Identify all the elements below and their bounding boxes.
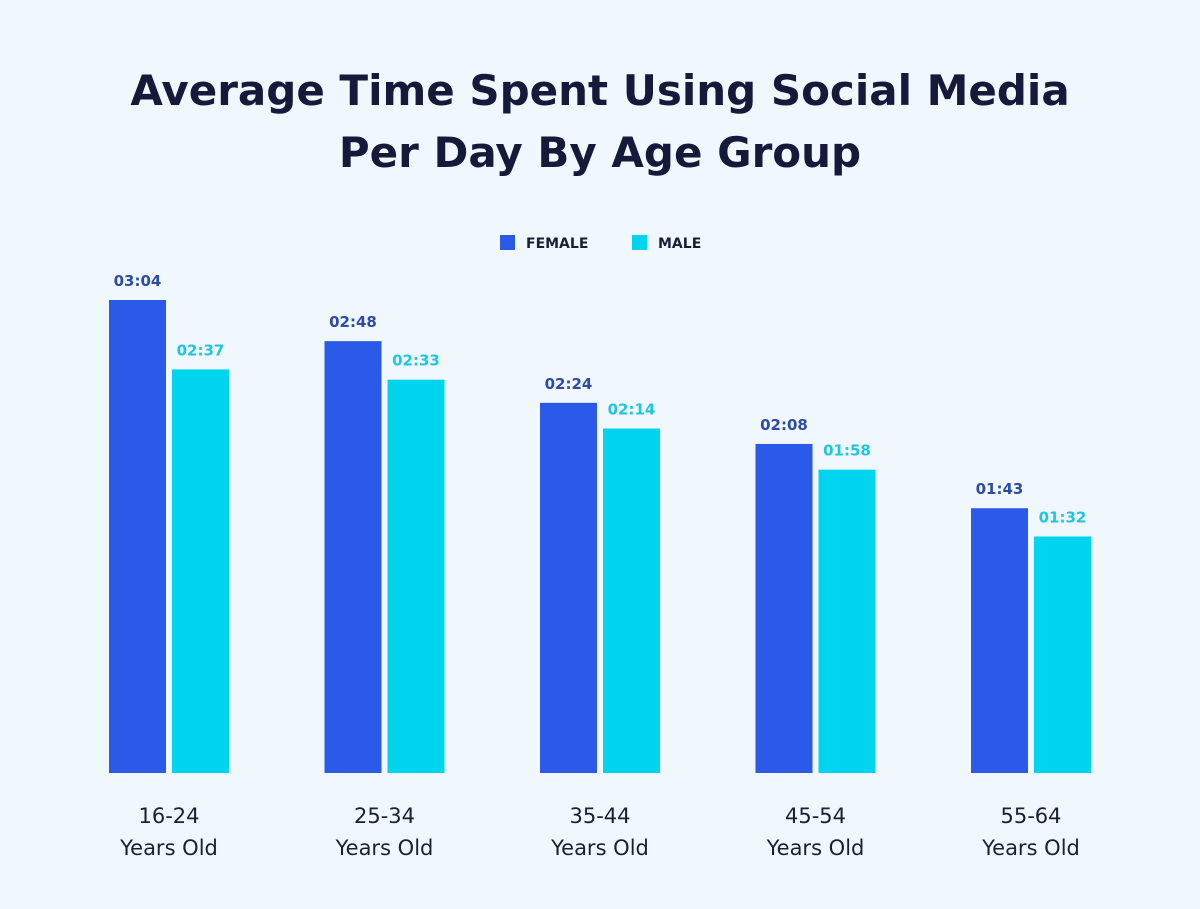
bars: 03:04 02:37 02:48 02:33 02:24 02:14 02:08 01:58… (109, 272, 1091, 773)
data-label-male-45-54: 01:58 (823, 442, 871, 460)
data-label-female-55-64: 01:43 (976, 480, 1024, 498)
category-label-16-24: 16-24 (138, 804, 199, 828)
data-label-female-16-24: 03:04 (114, 272, 162, 290)
bar-female-25-34 (324, 341, 382, 773)
category-labels: 16-24 Years Old 25-34 Years Old 35-44 Years O… (119, 804, 1080, 860)
data-label-female-45-54: 02:08 (760, 416, 808, 434)
bar-male-16-24 (172, 369, 229, 773)
chart-title-line-2: Per Day By Age Group (339, 128, 861, 177)
legend-swatch-male (632, 235, 647, 250)
legend: FEMALE MALE (500, 235, 701, 252)
category-label-45-54: 45-54 (785, 804, 846, 828)
category-sublabel-25-34: Years Old (335, 836, 434, 860)
data-label-male-35-44: 02:14 (608, 401, 656, 419)
category-label-55-64: 55-64 (1000, 804, 1061, 828)
category-sublabel-16-24: Years Old (119, 836, 218, 860)
category-label-25-34: 25-34 (354, 804, 415, 828)
bar-male-45-54 (818, 469, 876, 773)
chart-title-line-1: Average Time Spent Using Social Media (130, 66, 1069, 115)
legend-label-male: MALE (658, 236, 701, 252)
bar-male-55-64 (1034, 536, 1091, 773)
data-label-female-35-44: 02:24 (545, 375, 593, 393)
category-sublabel-35-44: Years Old (550, 836, 649, 860)
bar-male-25-34 (387, 379, 445, 773)
data-label-male-25-34: 02:33 (392, 352, 440, 370)
category-sublabel-45-54: Years Old (766, 836, 865, 860)
data-label-male-55-64: 01:32 (1039, 509, 1087, 527)
bar-male-35-44 (603, 428, 660, 773)
legend-label-female: FEMALE (526, 236, 588, 252)
category-sublabel-55-64: Years Old (981, 836, 1080, 860)
data-label-female-25-34: 02:48 (329, 313, 377, 331)
bar-female-16-24 (109, 300, 166, 773)
data-label-male-16-24: 02:37 (177, 341, 225, 359)
bar-female-55-64 (971, 508, 1028, 773)
bar-female-35-44 (540, 402, 597, 773)
category-label-35-44: 35-44 (569, 804, 630, 828)
legend-swatch-female (500, 235, 515, 250)
bar-female-45-54 (755, 443, 813, 773)
